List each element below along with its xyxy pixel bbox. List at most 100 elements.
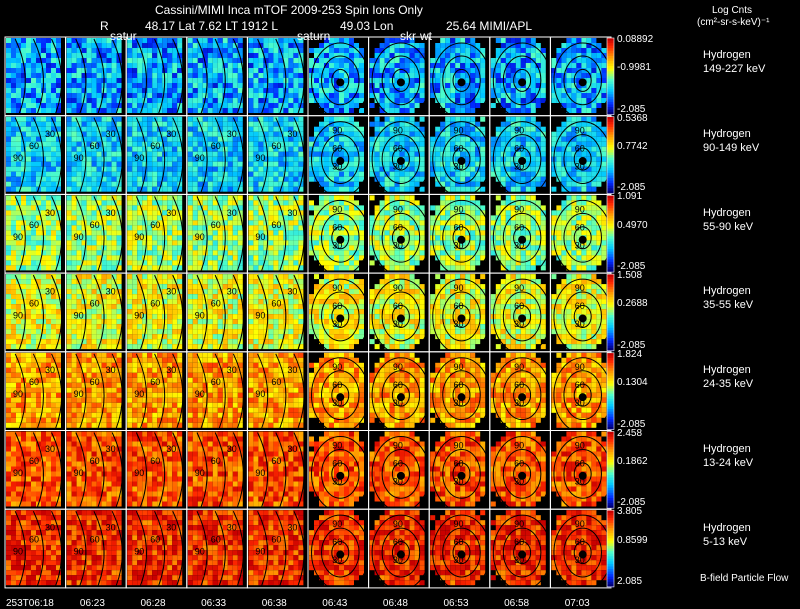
colorbar-min-label: -2.085	[617, 497, 646, 509]
contour-label: 30	[514, 555, 524, 565]
image-panel: 90 60 30	[368, 115, 431, 197]
contour-label: 90	[255, 547, 265, 557]
time-tick-label: 06:48	[382, 598, 408, 609]
image-panel: 90 60 30	[307, 351, 370, 434]
contour-label: 30	[454, 162, 464, 172]
contour-label: 30	[332, 555, 342, 565]
colorbar-max-label: 3.805	[617, 506, 643, 518]
contour-label: 60	[29, 535, 39, 545]
image-panel: 90 60 30	[428, 430, 491, 512]
image-panel	[4, 36, 67, 117]
contour-label: 30	[227, 365, 237, 375]
contour-label: 30	[45, 365, 55, 375]
contour-label: 90	[134, 153, 144, 163]
contour-label: 60	[271, 377, 281, 387]
contour-label: 30	[393, 477, 403, 487]
contour-label: 90	[195, 310, 205, 320]
contour-label: 30	[287, 523, 297, 533]
image-panel	[489, 36, 552, 119]
contour-label: 30	[166, 444, 176, 454]
row-species-label: Hydrogen	[703, 521, 751, 534]
colorbar-max-label: 0.08892	[617, 34, 654, 45]
colorbar-max-label: 1.824	[617, 348, 643, 360]
contour-label: 60	[514, 380, 524, 390]
contour-label: 90	[74, 153, 84, 163]
colorbar-mid-label: 0.4970	[617, 219, 648, 231]
chart-title: Cassini/MIMI Inca mTOF 2009-253 Spin Ion…	[155, 3, 423, 17]
contour-label: 60	[211, 298, 221, 308]
contour-label: 30	[332, 240, 342, 250]
contour-label: 60	[332, 537, 342, 547]
contour-label: 90	[514, 204, 524, 214]
contour-label: 60	[271, 456, 281, 466]
contour-label: 90	[13, 468, 23, 478]
contour-label: 30	[575, 319, 585, 329]
colorbar-max-label: 1.508	[617, 270, 643, 282]
contour-label: 90	[393, 362, 403, 372]
contour-label: 90	[134, 389, 144, 399]
time-tick-label: 06:53	[443, 598, 469, 609]
image-panel: 90 60 30	[65, 430, 127, 510]
contour-label: 30	[45, 523, 55, 533]
contour-label: 90	[332, 362, 342, 372]
contour-label: 30	[227, 444, 237, 454]
contour-label: 60	[90, 298, 100, 308]
contour-label: 90	[454, 283, 464, 293]
image-panel: 90 60 30	[549, 272, 612, 355]
contour-label: 30	[454, 398, 464, 408]
row-energy-label: 24-35 keV	[703, 378, 754, 391]
contour-label: 90	[454, 519, 464, 529]
contour-label: 90	[575, 362, 585, 372]
contour-label: 90	[255, 389, 265, 399]
image-panel: 90 60 30	[246, 115, 309, 195]
contour-label: 30	[514, 398, 524, 408]
contour-label: 60	[90, 220, 100, 230]
image-panel: 90 60 30	[307, 508, 370, 591]
image-panel: 90 60 30	[428, 272, 491, 355]
image-panel: 90 60 30	[428, 351, 491, 434]
contour-label: 30	[514, 240, 524, 250]
row-energy-label: 35-55 keV	[703, 299, 754, 312]
image-panel: 90 60 30	[186, 508, 248, 589]
contour-label: 90	[332, 519, 342, 529]
contour-label: 90	[393, 126, 403, 136]
image-panel: 90 60 30	[489, 193, 552, 276]
image-panel: 90 60 30	[368, 430, 431, 512]
contour-label: 90	[514, 362, 524, 372]
contour-label: 60	[575, 459, 585, 469]
overlay-satur: satur	[110, 29, 137, 43]
contour-label: 90	[255, 468, 265, 478]
contour-label: 60	[150, 141, 160, 151]
image-panel: 90 60 30	[65, 351, 127, 431]
contour-label: 90	[13, 389, 23, 399]
time-tick-label: 06:38	[261, 598, 287, 609]
contour-label: 60	[332, 222, 342, 232]
contour-label: 60	[90, 535, 100, 545]
contour-label: 90	[454, 362, 464, 372]
contour-label: 60	[332, 301, 342, 311]
colorbar-min-label: 2.085	[617, 575, 643, 587]
row-species-label: Hydrogen	[703, 364, 751, 377]
image-panel: 90 60 30	[549, 351, 612, 434]
contour-label: 90	[393, 283, 403, 293]
contour-label: 60	[90, 377, 100, 387]
contour-label: 30	[227, 523, 237, 533]
colorbar	[606, 116, 615, 194]
image-panel: 90 60 30	[549, 430, 612, 512]
time-tick-label: 06:33	[201, 598, 227, 609]
contour-label: 30	[575, 477, 585, 487]
image-panel: 90 60 30	[246, 351, 309, 431]
contour-label: 90	[332, 126, 342, 136]
contour-label: 60	[29, 377, 39, 387]
image-panel: 90 60 30	[125, 430, 188, 510]
contour-label: 60	[575, 537, 585, 547]
contour-label: 90	[134, 547, 144, 557]
contour-label: 30	[575, 162, 585, 172]
contour-label: 30	[393, 398, 403, 408]
image-panel: 90 60 30	[246, 272, 309, 353]
contour-label: 90	[332, 441, 342, 451]
contour-label: 60	[332, 144, 342, 154]
contour-label: 30	[45, 444, 55, 454]
image-panel: 90 60 30	[489, 115, 552, 197]
